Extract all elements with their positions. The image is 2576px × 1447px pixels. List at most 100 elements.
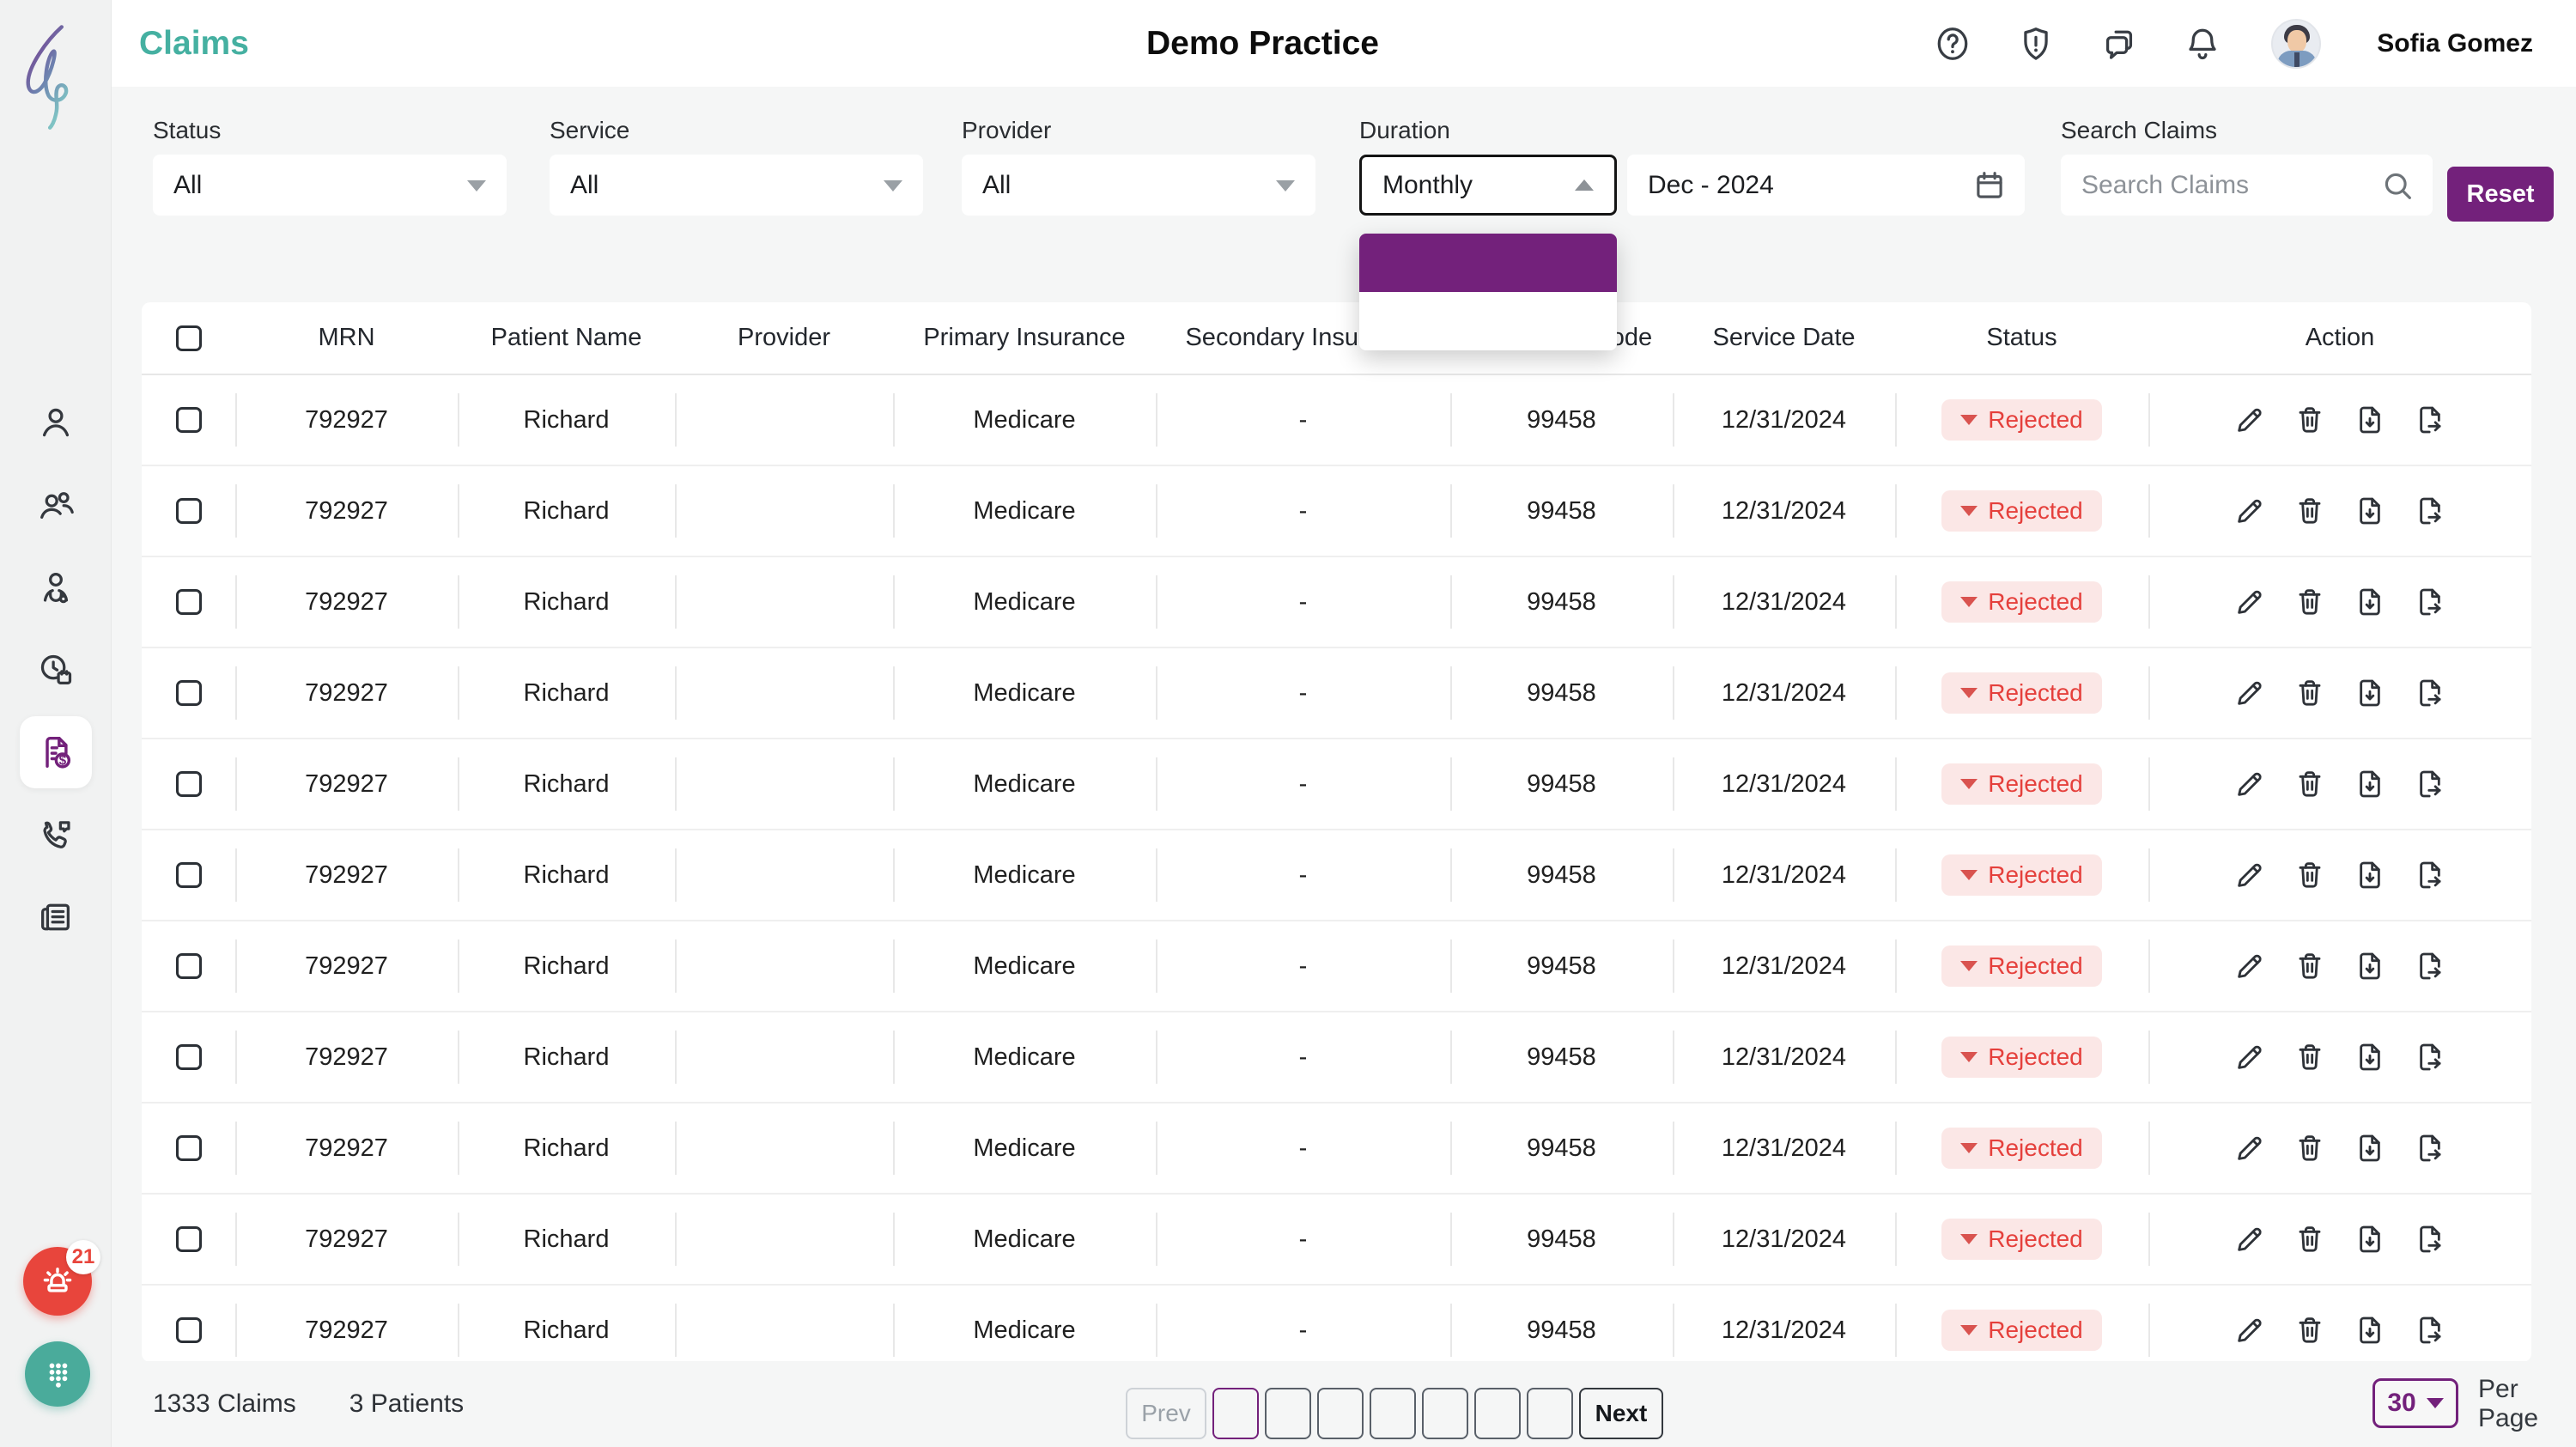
row-checkbox[interactable] — [175, 953, 202, 979]
status-badge[interactable]: Rejected — [1941, 1219, 2102, 1260]
column-header-provider[interactable]: Provider — [738, 324, 830, 351]
row-checkbox[interactable] — [175, 862, 202, 888]
page-button[interactable] — [1370, 1388, 1416, 1439]
prev-page-button[interactable]: Prev — [1126, 1388, 1206, 1439]
delete-icon[interactable] — [2293, 1131, 2327, 1165]
help-icon[interactable] — [1933, 24, 1972, 64]
edit-icon[interactable] — [2233, 494, 2267, 528]
edit-icon[interactable] — [2233, 1222, 2267, 1256]
page-button[interactable] — [1422, 1388, 1468, 1439]
edit-icon[interactable] — [2233, 949, 2267, 983]
export-claim-icon[interactable] — [2413, 1313, 2447, 1347]
per-page-select[interactable]: 30 — [2372, 1378, 2458, 1428]
delete-icon[interactable] — [2293, 767, 2327, 801]
sidebar-item-providers[interactable] — [20, 551, 92, 623]
export-claim-icon[interactable] — [2413, 403, 2447, 437]
row-checkbox[interactable] — [175, 1317, 202, 1343]
page-button[interactable] — [1212, 1388, 1259, 1439]
status-badge[interactable]: Rejected — [1941, 945, 2102, 987]
notifications-bell-icon[interactable] — [2183, 24, 2222, 64]
download-claim-icon[interactable] — [2353, 1313, 2387, 1347]
export-claim-icon[interactable] — [2413, 1040, 2447, 1074]
delete-icon[interactable] — [2293, 949, 2327, 983]
export-claim-icon[interactable] — [2413, 494, 2447, 528]
status-badge[interactable]: Rejected — [1941, 490, 2102, 532]
download-claim-icon[interactable] — [2353, 1131, 2387, 1165]
status-badge[interactable]: Rejected — [1941, 1037, 2102, 1078]
column-header-service-date[interactable]: Service Date — [1712, 324, 1856, 351]
alerts-fab[interactable]: 21 — [23, 1240, 100, 1316]
row-checkbox[interactable] — [175, 680, 202, 706]
sidebar-item-reports[interactable] — [20, 881, 92, 953]
duration-option[interactable] — [1359, 234, 1617, 292]
edit-icon[interactable] — [2233, 1131, 2267, 1165]
status-badge[interactable]: Rejected — [1941, 581, 2102, 623]
alert-shield-icon[interactable] — [2016, 24, 2056, 64]
export-claim-icon[interactable] — [2413, 767, 2447, 801]
download-claim-icon[interactable] — [2353, 1040, 2387, 1074]
delete-icon[interactable] — [2293, 858, 2327, 892]
edit-icon[interactable] — [2233, 767, 2267, 801]
provider-select[interactable]: All — [962, 155, 1315, 216]
download-claim-icon[interactable] — [2353, 676, 2387, 710]
sidebar-item-schedule[interactable] — [20, 634, 92, 706]
duration-option[interactable] — [1359, 292, 1617, 350]
user-name[interactable]: Sofia Gomez — [2377, 28, 2533, 58]
download-claim-icon[interactable] — [2353, 403, 2387, 437]
duration-select[interactable]: Monthly — [1359, 155, 1617, 216]
status-badge[interactable]: Rejected — [1941, 854, 2102, 896]
delete-icon[interactable] — [2293, 403, 2327, 437]
edit-icon[interactable] — [2233, 1313, 2267, 1347]
row-checkbox[interactable] — [175, 407, 202, 433]
user-avatar[interactable] — [2271, 18, 2322, 69]
delete-icon[interactable] — [2293, 1313, 2327, 1347]
messages-icon[interactable] — [2099, 24, 2139, 64]
page-button[interactable] — [1474, 1388, 1521, 1439]
column-header-primary-insurance[interactable]: Primary Insurance — [923, 324, 1126, 351]
status-badge[interactable]: Rejected — [1941, 672, 2102, 714]
row-checkbox[interactable] — [175, 498, 202, 524]
row-checkbox[interactable] — [175, 589, 202, 615]
month-picker[interactable]: Dec - 2024 — [1627, 155, 2025, 216]
edit-icon[interactable] — [2233, 1040, 2267, 1074]
download-claim-icon[interactable] — [2353, 949, 2387, 983]
search-input[interactable] — [2081, 170, 2373, 200]
delete-icon[interactable] — [2293, 585, 2327, 619]
status-badge[interactable]: Rejected — [1941, 1310, 2102, 1351]
download-claim-icon[interactable] — [2353, 767, 2387, 801]
page-button[interactable] — [1317, 1388, 1364, 1439]
export-claim-icon[interactable] — [2413, 1131, 2447, 1165]
sidebar-item-patient[interactable] — [20, 386, 92, 459]
download-claim-icon[interactable] — [2353, 1222, 2387, 1256]
status-badge[interactable]: Rejected — [1941, 1128, 2102, 1169]
page-button[interactable] — [1527, 1388, 1573, 1439]
edit-icon[interactable] — [2233, 585, 2267, 619]
sidebar-item-patients-group[interactable] — [20, 469, 92, 541]
download-claim-icon[interactable] — [2353, 585, 2387, 619]
column-header-mrn[interactable]: MRN — [318, 324, 375, 351]
column-header-status[interactable]: Status — [1986, 324, 2057, 351]
edit-icon[interactable] — [2233, 676, 2267, 710]
next-page-button[interactable]: Next — [1579, 1388, 1663, 1439]
sidebar-item-claims[interactable]: $ — [20, 716, 92, 788]
select-all-checkbox[interactable] — [175, 325, 202, 351]
delete-icon[interactable] — [2293, 676, 2327, 710]
row-checkbox[interactable] — [175, 1226, 202, 1252]
page-button[interactable] — [1265, 1388, 1311, 1439]
export-claim-icon[interactable] — [2413, 1222, 2447, 1256]
column-header-patient-name[interactable]: Patient Name — [490, 324, 642, 351]
status-select[interactable]: All — [153, 155, 507, 216]
delete-icon[interactable] — [2293, 1040, 2327, 1074]
status-badge[interactable]: Rejected — [1941, 399, 2102, 441]
dialer-fab[interactable] — [25, 1341, 90, 1407]
sidebar-item-calls[interactable] — [20, 799, 92, 871]
delete-icon[interactable] — [2293, 1222, 2327, 1256]
export-claim-icon[interactable] — [2413, 676, 2447, 710]
export-claim-icon[interactable] — [2413, 585, 2447, 619]
status-badge[interactable]: Rejected — [1941, 763, 2102, 805]
export-claim-icon[interactable] — [2413, 858, 2447, 892]
row-checkbox[interactable] — [175, 1044, 202, 1070]
row-checkbox[interactable] — [175, 771, 202, 797]
download-claim-icon[interactable] — [2353, 858, 2387, 892]
service-select[interactable]: All — [550, 155, 923, 216]
